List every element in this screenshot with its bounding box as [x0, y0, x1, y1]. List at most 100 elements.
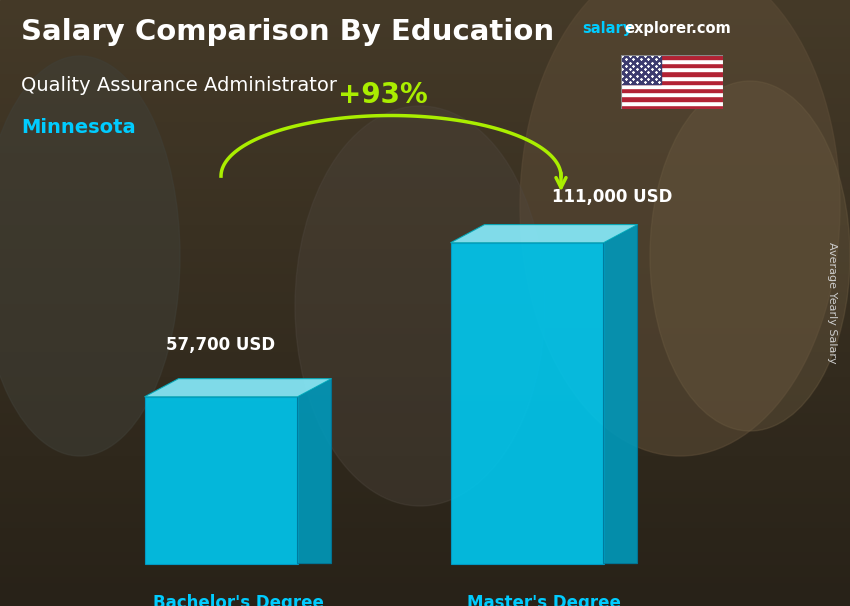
Bar [0, 309, 850, 315]
Polygon shape [144, 397, 298, 564]
Bar [0, 67, 850, 73]
Bar [0, 0, 850, 6]
Bar [620, 101, 722, 105]
Text: 57,700 USD: 57,700 USD [167, 336, 275, 355]
Bar [0, 103, 850, 109]
Bar [0, 576, 850, 582]
Bar [0, 533, 850, 539]
Bar [0, 454, 850, 461]
Bar [0, 406, 850, 412]
Bar [0, 121, 850, 127]
Text: Minnesota: Minnesota [21, 118, 136, 137]
Bar [0, 12, 850, 18]
Bar [620, 96, 722, 101]
Bar [0, 442, 850, 448]
Bar [0, 255, 850, 261]
Bar [0, 42, 850, 48]
Bar [0, 412, 850, 418]
Bar [0, 588, 850, 594]
Bar [0, 212, 850, 218]
Bar [0, 48, 850, 55]
Bar [0, 73, 850, 79]
Bar [0, 115, 850, 121]
Bar [0, 479, 850, 485]
Bar [0, 364, 850, 370]
Bar [0, 297, 850, 303]
Bar [0, 145, 850, 152]
Polygon shape [604, 225, 638, 564]
Bar [0, 79, 850, 85]
Bar [620, 88, 722, 92]
Bar [0, 261, 850, 267]
Bar [0, 224, 850, 230]
Polygon shape [298, 379, 332, 564]
Bar [0, 36, 850, 42]
Bar [0, 152, 850, 158]
Bar [0, 485, 850, 491]
Text: +93%: +93% [337, 81, 428, 110]
Bar [0, 339, 850, 345]
Bar [0, 539, 850, 545]
Bar [0, 358, 850, 364]
Bar [620, 105, 722, 109]
Polygon shape [144, 379, 332, 397]
Bar [0, 285, 850, 291]
Bar [620, 55, 661, 84]
Bar [0, 473, 850, 479]
Bar [0, 291, 850, 297]
Bar [0, 139, 850, 145]
Bar [0, 279, 850, 285]
Bar [0, 24, 850, 30]
Bar [0, 400, 850, 406]
Bar [0, 382, 850, 388]
Bar [0, 206, 850, 212]
Ellipse shape [520, 0, 840, 456]
Ellipse shape [295, 106, 545, 506]
Bar [620, 76, 722, 80]
Bar [0, 109, 850, 115]
Bar [0, 170, 850, 176]
Bar [0, 327, 850, 333]
Bar [0, 18, 850, 24]
Bar [0, 97, 850, 103]
Text: 111,000 USD: 111,000 USD [552, 188, 672, 207]
Bar [0, 200, 850, 206]
Text: explorer.com: explorer.com [625, 21, 732, 36]
Bar [0, 491, 850, 497]
Bar [0, 6, 850, 12]
Bar [0, 582, 850, 588]
Bar [0, 497, 850, 503]
Bar [0, 303, 850, 309]
Bar [0, 467, 850, 473]
Bar [0, 570, 850, 576]
Ellipse shape [0, 56, 180, 456]
Bar [0, 527, 850, 533]
Bar [0, 351, 850, 358]
Bar [0, 267, 850, 273]
Bar [620, 72, 722, 76]
Bar [0, 558, 850, 564]
Bar [0, 188, 850, 194]
Bar [0, 394, 850, 400]
Polygon shape [450, 243, 604, 564]
Bar [0, 127, 850, 133]
Bar [0, 242, 850, 248]
Bar [0, 551, 850, 558]
Bar [0, 85, 850, 91]
Polygon shape [450, 225, 638, 243]
Bar [0, 333, 850, 339]
Text: salary: salary [582, 21, 632, 36]
Bar [0, 376, 850, 382]
Bar [0, 370, 850, 376]
Bar [0, 600, 850, 606]
Bar [0, 345, 850, 351]
Bar [620, 67, 722, 72]
Text: Bachelor's Degree: Bachelor's Degree [152, 594, 324, 606]
Bar [0, 448, 850, 454]
Bar [0, 182, 850, 188]
Bar [0, 461, 850, 467]
Bar [620, 63, 722, 67]
Bar [0, 248, 850, 255]
Bar [0, 509, 850, 515]
Bar [0, 315, 850, 321]
